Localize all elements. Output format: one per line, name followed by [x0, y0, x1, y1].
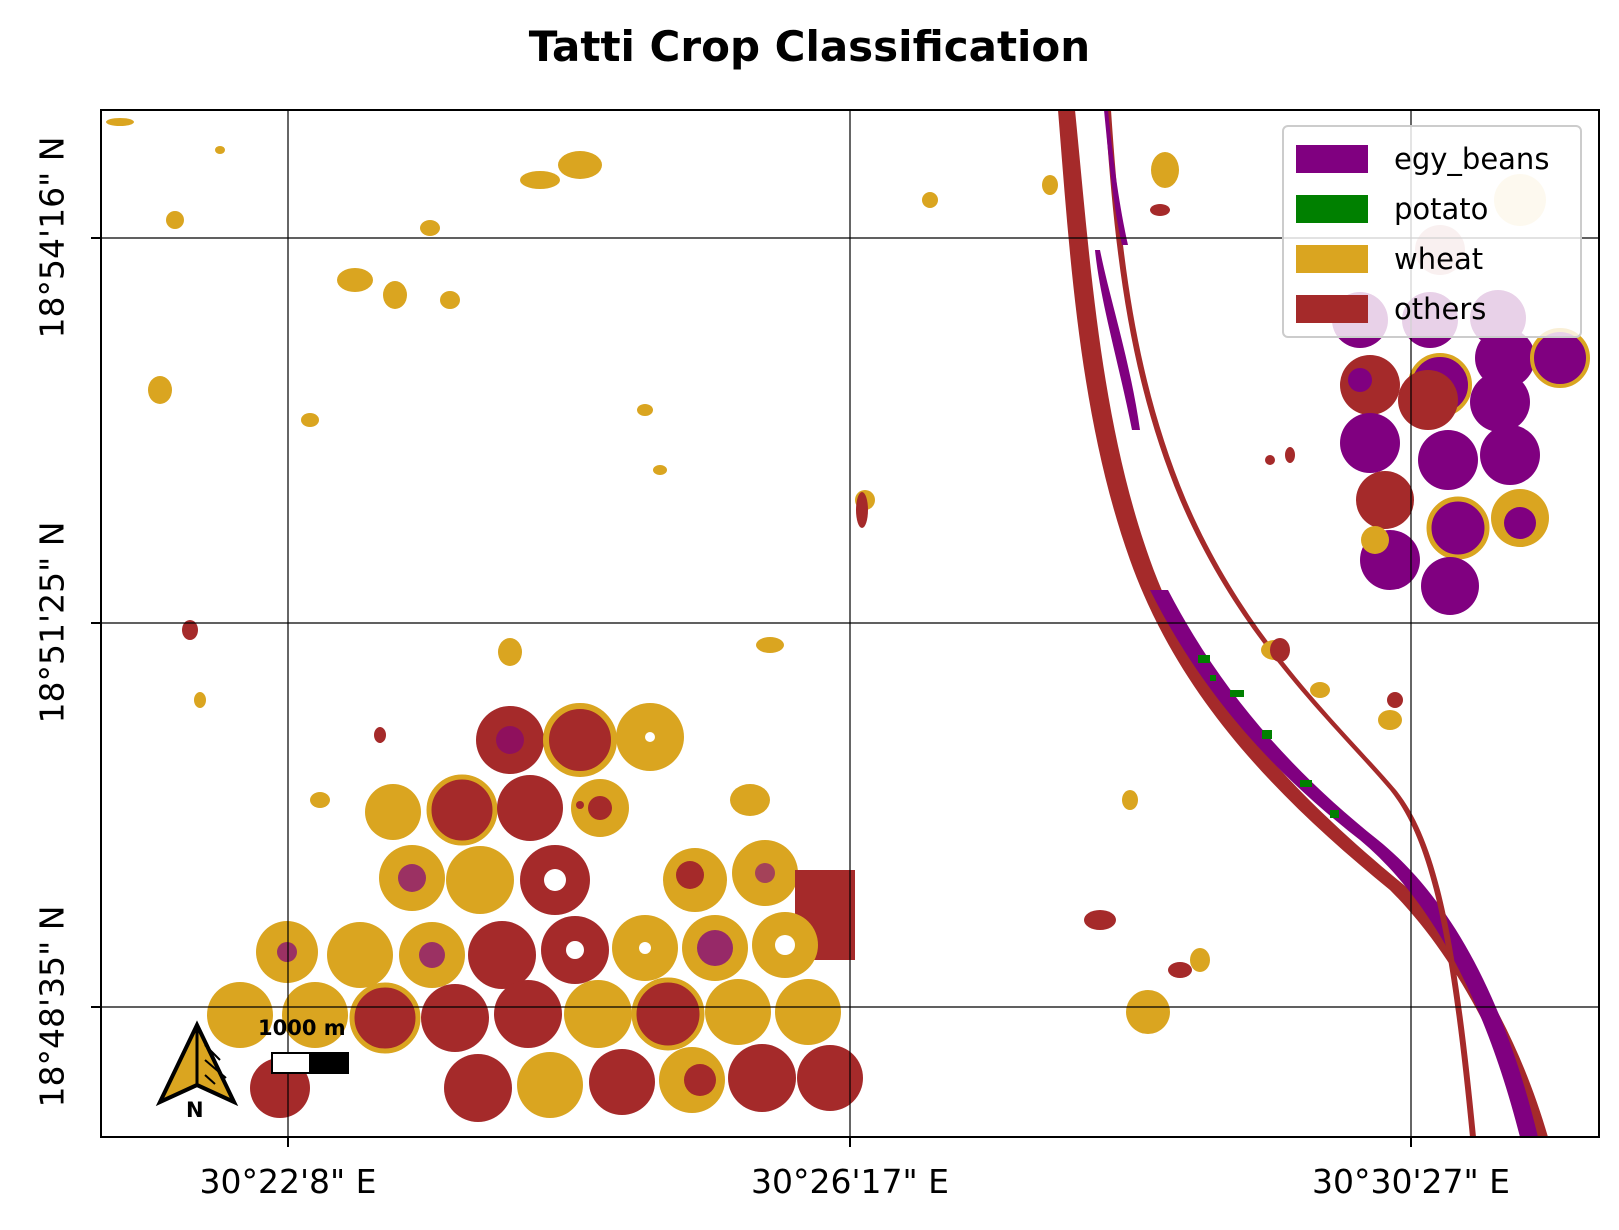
map-frame: [100, 109, 1600, 1138]
x-tick-label: 30°22'8" E: [199, 1162, 377, 1201]
southwest-field-cluster: [207, 703, 863, 1122]
legend-item-egy-beans: egy_beans: [1296, 139, 1549, 179]
tick-marks: [91, 237, 1412, 1147]
y-tick-label: 18°54'16" N: [32, 136, 72, 339]
x-tick-label: 30°30'27" E: [1311, 1162, 1511, 1201]
legend-item-others: others: [1296, 289, 1486, 329]
north-arrow-icon: [155, 1020, 239, 1107]
river-beans-strip: [1150, 590, 1538, 1137]
legend-label: potato: [1394, 192, 1489, 226]
legend-swatch: [1296, 295, 1368, 323]
legend-swatch: [1296, 145, 1368, 173]
scale-bar: [271, 1052, 349, 1074]
y-tick-label: 18°48'35" N: [32, 905, 72, 1108]
legend-label: others: [1394, 292, 1487, 326]
river-island-beans: [1095, 250, 1140, 430]
x-tick-label: 30°26'17" E: [750, 1162, 950, 1201]
legend: egy_beans potato wheat others: [1282, 125, 1582, 338]
scattered-patches: [106, 118, 1402, 1034]
legend-item-potato: potato: [1296, 189, 1488, 229]
legend-label: wheat: [1394, 242, 1484, 276]
potato-patches: [1198, 655, 1339, 818]
legend-label: egy_beans: [1394, 142, 1550, 176]
scattered-others-patches: [182, 204, 1403, 978]
y-tick-label: 18°51'25" N: [32, 521, 72, 724]
scale-bar-label: 1000 m: [258, 1016, 346, 1040]
river-island-beans-north: [1104, 110, 1128, 245]
map-title: Tatti Crop Classification: [528, 22, 1091, 71]
legend-item-wheat: wheat: [1296, 239, 1483, 279]
legend-swatch: [1296, 195, 1368, 223]
north-arrow-label: N: [186, 1098, 204, 1122]
legend-swatch: [1296, 245, 1368, 273]
